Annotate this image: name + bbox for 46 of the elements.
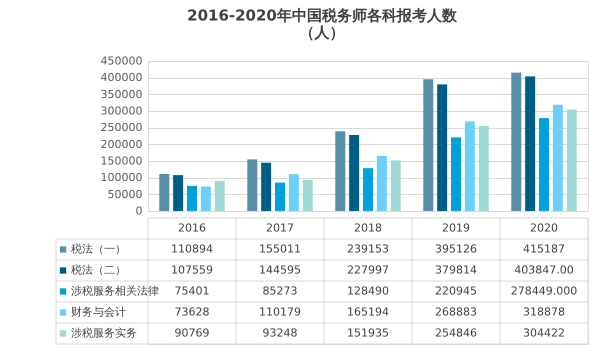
data-label: 90769	[174, 326, 210, 340]
data-label: 165194	[347, 306, 389, 318]
data-label: 85273	[262, 284, 298, 298]
y-tick-label: 250000	[100, 121, 142, 134]
y-tick-label: 200000	[100, 138, 142, 151]
y-tick-label: 350000	[100, 88, 142, 101]
chart-title: 2016-2020年中国税务师各科报考人数（人）	[187, 6, 458, 42]
data-label: 318878	[523, 306, 565, 318]
data-label: 128490	[347, 284, 389, 298]
data-label: 239153	[347, 242, 389, 256]
data-label: 227997	[347, 264, 389, 276]
data-label: 73628	[174, 306, 210, 318]
data-label: 93248	[262, 326, 298, 340]
x-tick-label: 2016	[178, 222, 206, 234]
x-tick-label: 2018	[354, 222, 382, 234]
data-label: 220945	[435, 284, 477, 298]
data-label: 403847.00	[514, 264, 574, 276]
legend-label: 税法（一）	[71, 242, 126, 256]
y-tick-label: 400000	[100, 71, 142, 84]
y-tick-label: 450000	[100, 54, 142, 68]
y-tick-label: 50000	[108, 188, 142, 201]
y-tick-label: 150000	[100, 154, 142, 168]
legend-label: 涉税服务实务	[71, 326, 137, 340]
data-label: 415187	[523, 242, 565, 256]
legend-label: 涉税服务相关法律	[71, 284, 159, 298]
x-tick-label: 2017	[266, 222, 294, 234]
y-tick-label: 300000	[100, 104, 142, 118]
data-label: 304422	[523, 326, 565, 340]
data-label: 107559	[171, 264, 213, 276]
data-label: 278449.000	[510, 284, 578, 298]
x-tick-label: 2019	[442, 222, 470, 234]
data-label: 155011	[259, 242, 301, 256]
data-label: 254846	[435, 326, 477, 340]
data-label: 110894	[171, 242, 213, 256]
y-tick-label: 100000	[100, 171, 142, 184]
y-tick-label: 0	[136, 204, 142, 218]
data-label: 110179	[259, 306, 301, 318]
data-label: 75401	[174, 284, 210, 298]
data-label: 379814	[435, 264, 477, 276]
legend-label: 税法（二）	[71, 264, 126, 276]
x-tick-label: 2020	[530, 222, 558, 234]
data-label: 144595	[259, 264, 301, 276]
data-label: 151935	[347, 326, 389, 340]
data-label: 395126	[435, 242, 477, 256]
data-label: 268883	[435, 306, 477, 318]
legend-label: 财务与会计	[71, 306, 126, 318]
